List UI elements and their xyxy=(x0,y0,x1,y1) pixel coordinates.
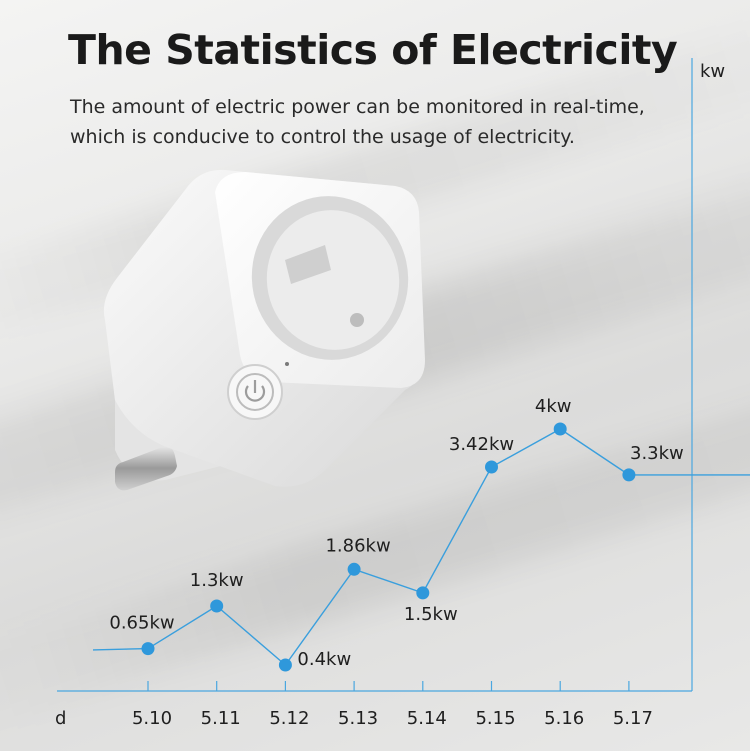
data-label: 1.5kw xyxy=(404,604,458,625)
x-axis-label: d xyxy=(55,708,66,729)
x-tick-label: 5.10 xyxy=(132,708,172,729)
data-label: 0.4kw xyxy=(297,649,351,670)
y-axis-label: kw xyxy=(700,61,725,82)
data-point xyxy=(416,586,430,600)
data-point xyxy=(485,460,498,474)
data-label: 4kw xyxy=(535,396,572,417)
x-tick-label: 5.12 xyxy=(269,708,309,729)
data-label: 3.42kw xyxy=(449,434,514,455)
data-point xyxy=(347,562,361,576)
series-line xyxy=(92,428,750,667)
page-subtitle: The amount of electric power can be moni… xyxy=(70,96,645,148)
x-tick-label: 5.17 xyxy=(613,708,653,729)
x-tick-label: 5.13 xyxy=(338,708,378,729)
data-label: 1.86kw xyxy=(325,535,390,556)
smart-plug-image xyxy=(103,169,425,491)
data-label: 0.65kw xyxy=(109,613,174,634)
x-tick-label: 5.15 xyxy=(475,708,515,729)
data-point xyxy=(622,468,636,482)
x-tick-label: 5.14 xyxy=(407,708,447,729)
x-tick-label: 5.16 xyxy=(544,708,584,729)
data-point xyxy=(278,658,292,672)
data-point xyxy=(141,642,155,656)
data-point xyxy=(553,422,567,436)
data-point xyxy=(210,599,224,613)
page-title: The Statistics of Electricity xyxy=(68,26,678,74)
data-label: 3.3kw xyxy=(630,443,684,464)
x-tick-label: 5.11 xyxy=(201,708,241,729)
data-label: 1.3kw xyxy=(190,570,244,591)
